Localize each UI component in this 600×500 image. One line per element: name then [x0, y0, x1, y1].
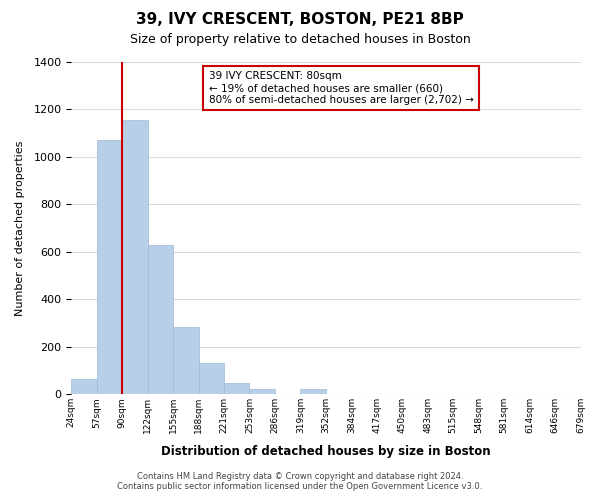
Bar — [148, 244, 173, 394]
Bar — [97, 140, 122, 394]
Y-axis label: Number of detached properties: Number of detached properties — [15, 140, 25, 316]
Bar — [250, 390, 275, 394]
Bar — [173, 326, 199, 394]
Text: 39, IVY CRESCENT, BOSTON, PE21 8BP: 39, IVY CRESCENT, BOSTON, PE21 8BP — [136, 12, 464, 28]
Bar — [224, 383, 250, 394]
Bar — [301, 390, 326, 394]
Bar — [71, 379, 97, 394]
Text: Contains HM Land Registry data © Crown copyright and database right 2024.
Contai: Contains HM Land Registry data © Crown c… — [118, 472, 482, 491]
Bar — [199, 364, 224, 394]
Bar — [122, 120, 148, 394]
Text: 39 IVY CRESCENT: 80sqm
← 19% of detached houses are smaller (660)
80% of semi-de: 39 IVY CRESCENT: 80sqm ← 19% of detached… — [209, 72, 473, 104]
Text: Size of property relative to detached houses in Boston: Size of property relative to detached ho… — [130, 32, 470, 46]
X-axis label: Distribution of detached houses by size in Boston: Distribution of detached houses by size … — [161, 444, 491, 458]
